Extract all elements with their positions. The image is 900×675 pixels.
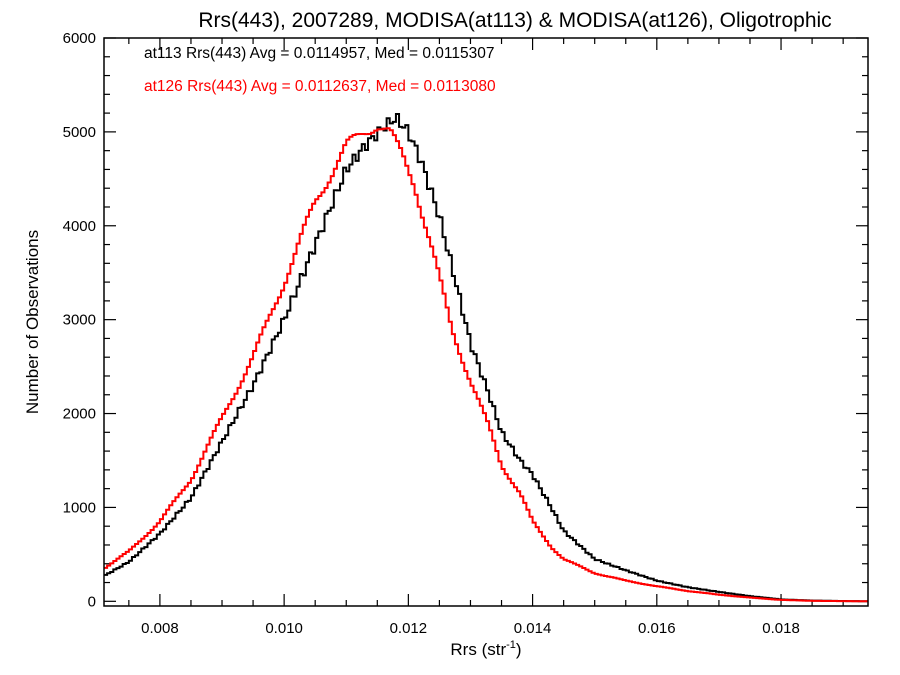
annotation-at113: at113 Rrs(443) Avg = 0.0114957, Med = 0.…: [144, 45, 494, 62]
annotation-at126: at126 Rrs(443) Avg = 0.0112637, Med = 0.…: [144, 78, 496, 95]
y-tick-label: 3000: [63, 312, 96, 329]
series-line-0: [104, 112, 868, 603]
y-tick-label: 4000: [63, 218, 96, 235]
x-axis-label-close: ): [516, 640, 522, 659]
y-tick-label: 0: [88, 593, 96, 610]
series-layer: [104, 112, 868, 603]
x-tick-label: 0.012: [390, 620, 428, 637]
y-tick-label: 2000: [63, 406, 96, 423]
x-axis-ticks: 0.008 0.010 0.012 0.014 0.016 0.018: [128, 38, 844, 637]
series-line-1: [104, 127, 868, 603]
x-tick-label: 0.010: [265, 620, 303, 637]
x-axis-label-text: Rrs (str: [450, 640, 506, 659]
plot-frame: [103, 37, 869, 607]
y-tick-label: 6000: [63, 30, 96, 47]
x-tick-label: 0.014: [514, 620, 552, 637]
x-axis-label-superscript: -1: [506, 639, 516, 651]
chart-title: Rrs(443), 2007289, MODISA(at113) & MODIS…: [198, 9, 831, 32]
x-tick-label: 0.008: [141, 620, 179, 637]
y-axis-label: Number of Observations: [23, 230, 42, 414]
y-axis-ticks: 0 1000 2000 3000 4000 5000 6000: [63, 30, 868, 610]
x-tick-label: 0.016: [638, 620, 676, 637]
y-tick-label: 1000: [63, 499, 96, 516]
y-tick-label: 5000: [63, 124, 96, 141]
x-tick-label: 0.018: [762, 620, 800, 637]
x-axis-label: Rrs (str-1): [450, 639, 521, 659]
